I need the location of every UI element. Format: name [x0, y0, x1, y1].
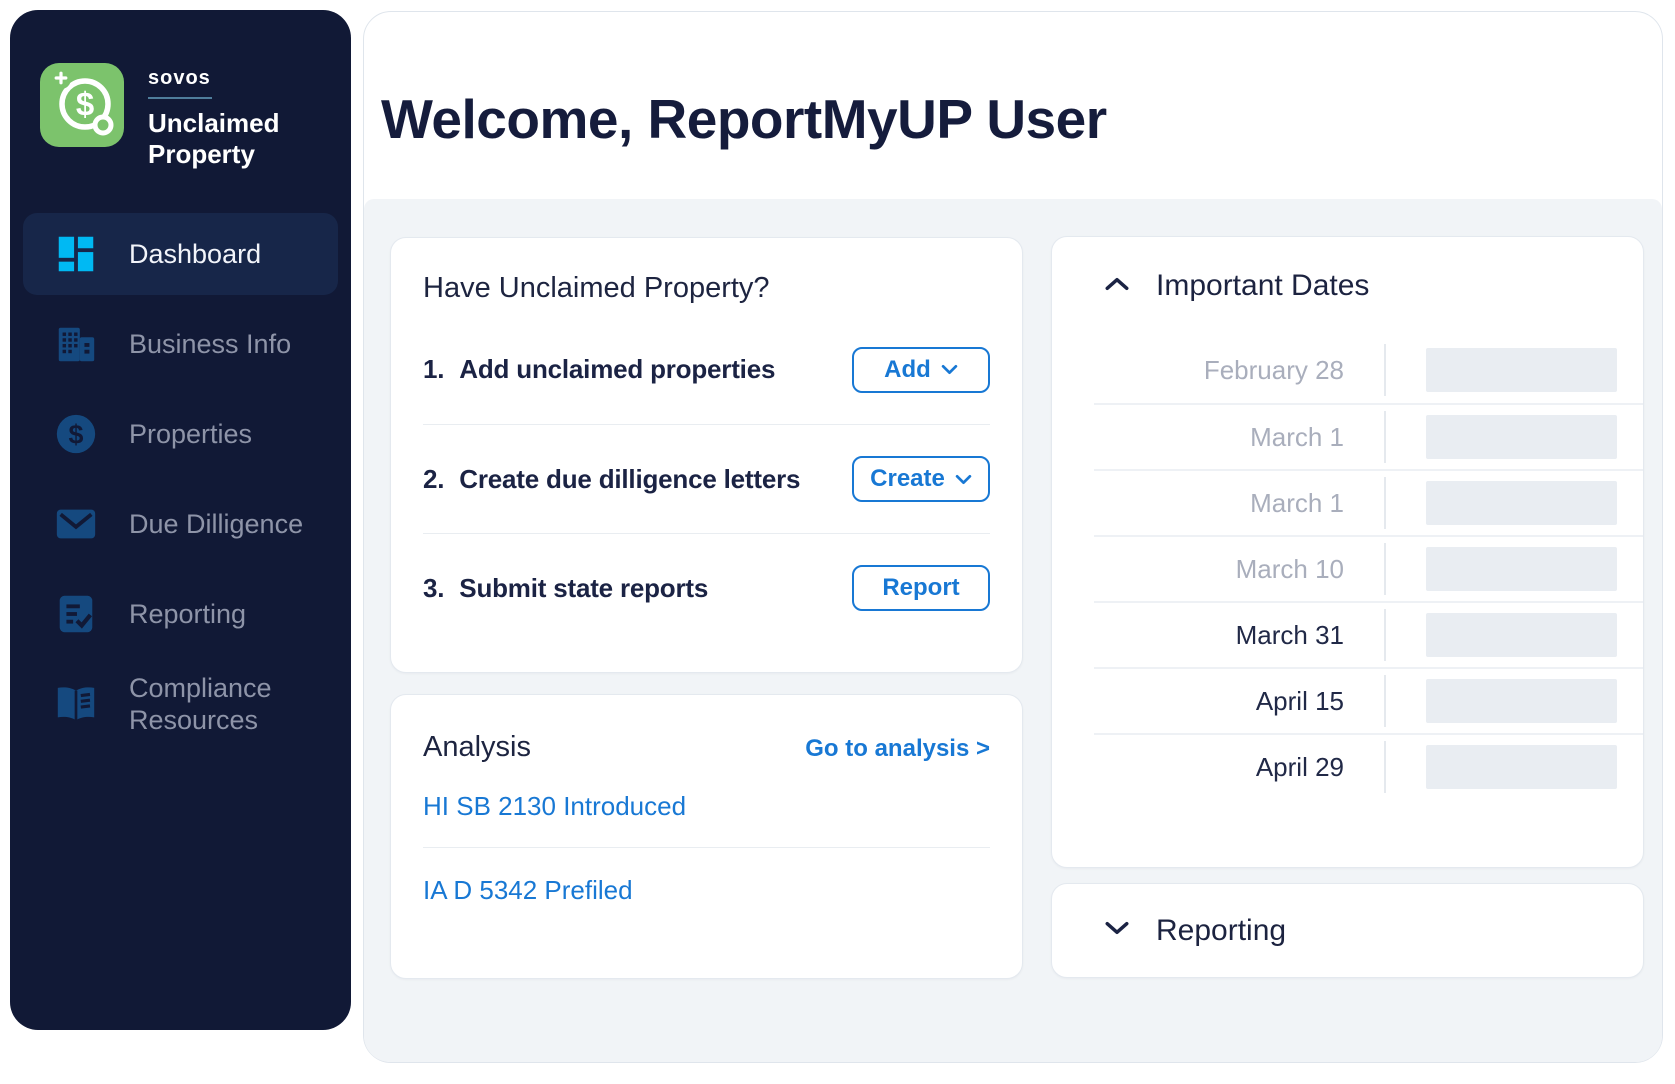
date-label: April 29	[1255, 751, 1344, 782]
brand-name: sovos	[148, 67, 211, 89]
date-label: March 1	[1250, 487, 1344, 518]
sidebar-nav: Dashboard Business Info	[10, 213, 351, 745]
date-row: March 31	[1094, 601, 1643, 667]
chevron-down-icon	[941, 364, 958, 375]
date-placeholder-bar	[1426, 679, 1617, 723]
row-divider	[1384, 675, 1386, 727]
important-dates-title: Important Dates	[1156, 269, 1370, 302]
step-number: 1.	[423, 354, 445, 384]
sidebar: $ sovos Unclaimed Property	[10, 10, 351, 1030]
analysis-card: Analysis Go to analysis > HI SB 2130 Int…	[390, 694, 1023, 979]
row-divider	[1384, 477, 1386, 529]
app-logo: $ sovos Unclaimed Property	[40, 63, 331, 169]
main-panel: Welcome, ReportMyUP User Have Unclaimed …	[363, 11, 1663, 1063]
svg-text:$: $	[76, 86, 94, 123]
onboarding-steps: 1. Add unclaimed properties Add 2.	[423, 315, 990, 642]
row-divider	[1384, 411, 1386, 463]
row-divider	[1384, 543, 1386, 595]
main-header: Welcome, ReportMyUP User	[364, 12, 1662, 199]
sidebar-item-label: Dashboard	[129, 239, 262, 270]
have-unclaimed-property-card: Have Unclaimed Property? 1. Add unclaime…	[390, 237, 1023, 673]
date-label: March 31	[1235, 619, 1344, 650]
date-label: February 28	[1203, 354, 1344, 385]
date-placeholder-bar	[1426, 481, 1617, 525]
envelope-icon	[53, 501, 99, 547]
analysis-item-link[interactable]: IA D 5342 Prefiled	[423, 847, 990, 931]
date-row: March 1	[1094, 403, 1643, 469]
analysis-item-link[interactable]: HI SB 2130 Introduced	[423, 791, 687, 821]
date-row: February 28	[1094, 337, 1643, 403]
step-number: 3.	[423, 572, 445, 603]
date-row: April 15	[1094, 667, 1643, 733]
row-divider	[1384, 344, 1386, 396]
card-title: Have Unclaimed Property?	[423, 272, 770, 304]
reporting-card: Reporting	[1051, 883, 1644, 978]
reporting-title: Reporting	[1156, 913, 1287, 947]
step-label: Add unclaimed properties	[459, 354, 776, 384]
step-number: 2.	[423, 463, 445, 494]
dashboard-content: Have Unclaimed Property? 1. Add unclaime…	[364, 199, 1662, 1062]
row-divider	[1384, 609, 1386, 661]
chevron-down-icon	[955, 474, 972, 485]
unclaimed-property-app-icon: $	[40, 63, 124, 147]
reporting-header[interactable]: Reporting	[1052, 914, 1286, 948]
important-dates-header[interactable]: Important Dates	[1052, 269, 1643, 303]
sidebar-item-label: Reporting	[129, 599, 247, 630]
dollar-circle-icon: $	[53, 411, 99, 457]
important-dates-card: Important Dates February 28 March 1	[1051, 236, 1644, 868]
date-placeholder-bar	[1426, 348, 1617, 392]
report-button[interactable]: Report	[852, 565, 990, 611]
sidebar-item-label: Business Info	[129, 329, 292, 360]
date-label: April 15	[1255, 685, 1344, 716]
go-to-analysis-link[interactable]: Go to analysis >	[805, 735, 990, 762]
sidebar-item-label: Due Dilligence	[129, 509, 304, 540]
brand-text: sovos Unclaimed Property	[148, 63, 293, 169]
important-dates-list: February 28 March 1 March 1	[1094, 337, 1643, 799]
date-placeholder-bar	[1426, 415, 1617, 459]
sidebar-item-dashboard[interactable]: Dashboard	[23, 213, 338, 296]
page-title: Welcome, ReportMyUP User	[381, 87, 1107, 150]
brand-divider	[148, 97, 212, 99]
row-divider	[1384, 741, 1386, 793]
analysis-title: Analysis	[423, 731, 531, 763]
sidebar-item-label: Properties	[129, 419, 253, 450]
dashboard-grid-icon	[53, 231, 99, 277]
step-create-letters: 2. Create due dilligence letters Create	[423, 424, 990, 533]
step-label: Submit state reports	[459, 572, 709, 603]
date-row: March 10	[1094, 535, 1643, 601]
sidebar-item-compliance-resources[interactable]: Compliance Resources	[23, 663, 338, 745]
product-name: Unclaimed Property	[148, 108, 280, 169]
date-label: March 1	[1250, 421, 1344, 452]
sidebar-item-properties[interactable]: $ Properties	[23, 393, 338, 475]
date-placeholder-bar	[1426, 547, 1617, 591]
date-row: April 29	[1094, 733, 1643, 799]
open-book-icon	[53, 681, 99, 727]
step-add-properties: 1. Add unclaimed properties Add	[423, 315, 990, 424]
report-checklist-icon	[53, 591, 99, 637]
sidebar-item-label: Compliance Resources	[129, 672, 272, 736]
date-placeholder-bar	[1426, 745, 1617, 789]
svg-text:$: $	[69, 420, 84, 450]
building-icon	[53, 321, 99, 367]
date-placeholder-bar	[1426, 613, 1617, 657]
date-row: March 1	[1094, 469, 1643, 535]
create-button[interactable]: Create	[852, 456, 990, 502]
sidebar-item-due-dilligence[interactable]: Due Dilligence	[23, 483, 338, 565]
chevron-down-icon[interactable]	[1104, 920, 1130, 941]
step-label: Create due dilligence letters	[459, 463, 801, 494]
chevron-up-icon[interactable]	[1104, 276, 1130, 297]
sidebar-item-reporting[interactable]: Reporting	[23, 573, 338, 655]
step-submit-reports: 3. Submit state reports Report	[423, 533, 990, 642]
add-button[interactable]: Add	[852, 346, 990, 393]
date-label: March 10	[1235, 553, 1344, 584]
sidebar-item-business-info[interactable]: Business Info	[23, 303, 338, 385]
